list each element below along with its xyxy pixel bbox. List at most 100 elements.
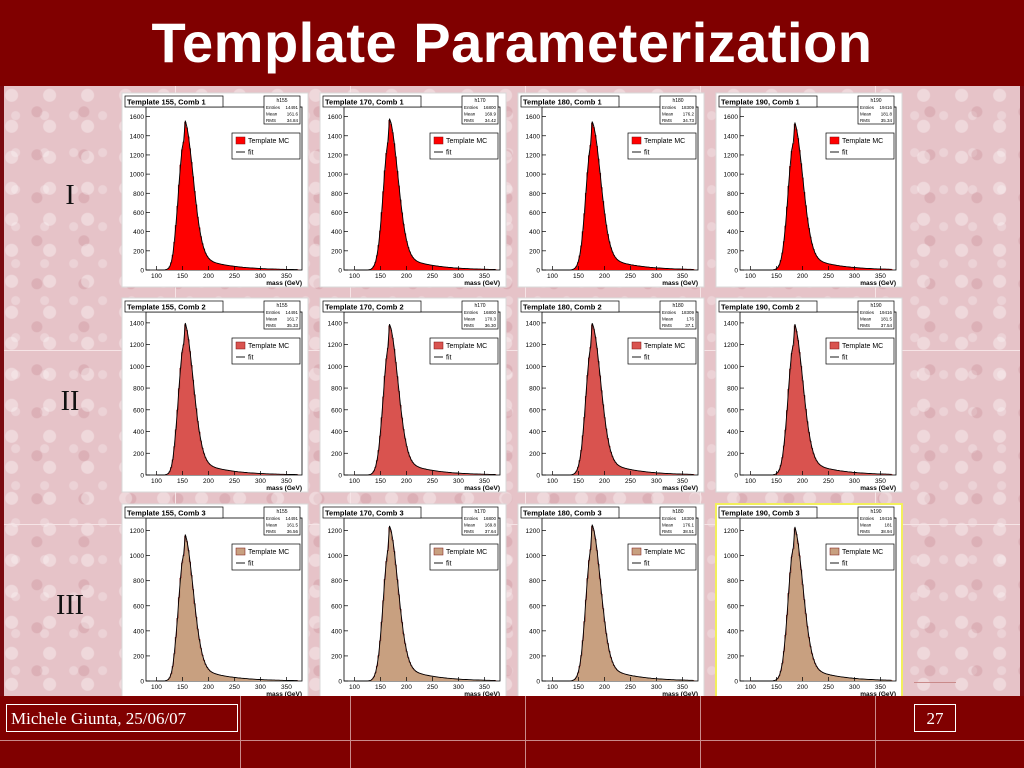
- stats-value: 16800: [483, 310, 496, 315]
- x-tick-label: 250: [427, 273, 438, 280]
- stats-box: [857, 506, 895, 536]
- y-tick-label: 0: [734, 679, 738, 686]
- stats-value: 176.1: [683, 523, 695, 528]
- footer-divider: [875, 696, 876, 768]
- y-tick-label: 200: [727, 653, 738, 660]
- x-tick-label: 200: [401, 684, 412, 691]
- x-axis-label: mass (GeV): [860, 691, 896, 698]
- histogram-panel: 0 200 400 600 800 1000 1200 100 150 200 250 300 350m…: [319, 503, 507, 699]
- stats-value: 170.3: [485, 317, 497, 322]
- y-tick-label: 1000: [724, 364, 739, 371]
- x-tick-label: 300: [453, 684, 464, 691]
- legend-label-template: Template MC: [644, 549, 685, 556]
- legend-label-fit: fit: [446, 355, 452, 362]
- x-tick-label: 100: [547, 478, 558, 485]
- y-tick-label: 400: [133, 429, 144, 436]
- x-tick-label: 100: [745, 684, 756, 691]
- x-tick-label: 350: [281, 684, 292, 691]
- y-tick-label: 800: [727, 191, 738, 198]
- stats-name: h170: [474, 509, 485, 515]
- stats-key: Mean: [662, 317, 674, 322]
- x-tick-label: 300: [849, 273, 860, 280]
- stats-value: 161.7: [287, 317, 299, 322]
- y-tick-label: 800: [529, 578, 540, 585]
- stats-value: 37.1: [685, 323, 694, 328]
- stats-value: 19416: [879, 105, 892, 110]
- x-tick-label: 150: [177, 273, 188, 280]
- plot-frame: [145, 311, 303, 476]
- y-tick-label: 1600: [724, 114, 739, 121]
- stats-value: 181: [884, 523, 892, 528]
- histogram-fill: [156, 535, 299, 681]
- y-tick-label: 0: [338, 473, 342, 480]
- y-tick-label: 400: [133, 229, 144, 236]
- y-tick-label: 600: [331, 603, 342, 610]
- x-tick-label: 250: [625, 478, 636, 485]
- legend-swatch: [433, 341, 444, 350]
- y-tick-label: 600: [727, 407, 738, 414]
- stats-key: RMS: [266, 323, 276, 328]
- stats-key: Entries: [464, 516, 479, 521]
- histogram-fill: [354, 120, 497, 270]
- x-tick-label: 250: [823, 273, 834, 280]
- x-tick-label: 250: [823, 478, 834, 485]
- stats-value: 169.9: [485, 112, 497, 117]
- title-box: [124, 95, 224, 108]
- histogram-title: Template 180, Comb 3: [523, 509, 602, 518]
- legend-label-template: Template MC: [842, 138, 883, 145]
- y-tick-label: 1000: [328, 553, 343, 560]
- y-tick-label: 1200: [328, 152, 343, 159]
- histogram-fill: [354, 325, 497, 475]
- stats-key: Entries: [662, 516, 677, 521]
- y-tick-label: 800: [331, 386, 342, 393]
- y-tick-label: 800: [727, 578, 738, 585]
- x-tick-label: 250: [625, 273, 636, 280]
- y-tick-label: 1200: [526, 152, 541, 159]
- stats-value: 176: [686, 317, 694, 322]
- y-tick-label: 0: [536, 679, 540, 686]
- stats-value: 38.94: [881, 529, 893, 534]
- legend-label-fit: fit: [644, 561, 650, 568]
- x-tick-label: 300: [255, 478, 266, 485]
- x-tick-label: 300: [849, 478, 860, 485]
- x-tick-label: 100: [349, 273, 360, 280]
- y-tick-label: 200: [529, 451, 540, 458]
- y-tick-label: 1400: [526, 133, 541, 140]
- legend-swatch: [235, 547, 246, 556]
- y-tick-label: 1000: [130, 364, 145, 371]
- plot-frame: [145, 517, 303, 682]
- stats-key: Entries: [860, 516, 875, 521]
- x-tick-label: 100: [151, 478, 162, 485]
- x-tick-label: 150: [771, 684, 782, 691]
- y-tick-label: 1400: [328, 320, 343, 327]
- stats-key: Entries: [860, 310, 875, 315]
- plot-frame: [739, 311, 897, 476]
- x-axis-label: mass (GeV): [662, 485, 698, 492]
- x-axis-label: mass (GeV): [860, 485, 896, 492]
- stats-key: Mean: [266, 523, 278, 528]
- y-tick-label: 1400: [130, 133, 145, 140]
- stats-key: Mean: [662, 112, 674, 117]
- legend-label-fit: fit: [446, 150, 452, 157]
- y-tick-label: 400: [727, 429, 738, 436]
- fit-curve: [157, 120, 298, 271]
- stats-key: Entries: [860, 105, 875, 110]
- stats-value: 34.73: [683, 118, 695, 123]
- x-tick-label: 300: [651, 273, 662, 280]
- y-tick-label: 600: [331, 407, 342, 414]
- x-tick-label: 250: [427, 478, 438, 485]
- legend-label-template: Template MC: [248, 138, 289, 145]
- histogram-fill: [750, 124, 893, 270]
- x-tick-label: 150: [375, 478, 386, 485]
- footer-divider: [700, 696, 701, 768]
- stats-value: 14491: [285, 105, 298, 110]
- stats-name: h155: [276, 509, 287, 515]
- stats-key: RMS: [464, 529, 474, 534]
- x-axis-label: mass (GeV): [860, 280, 896, 287]
- x-tick-label: 100: [745, 273, 756, 280]
- y-tick-label: 200: [529, 248, 540, 255]
- y-tick-label: 1200: [130, 342, 145, 349]
- y-tick-label: 1400: [724, 320, 739, 327]
- stats-key: RMS: [662, 323, 672, 328]
- x-tick-label: 200: [797, 684, 808, 691]
